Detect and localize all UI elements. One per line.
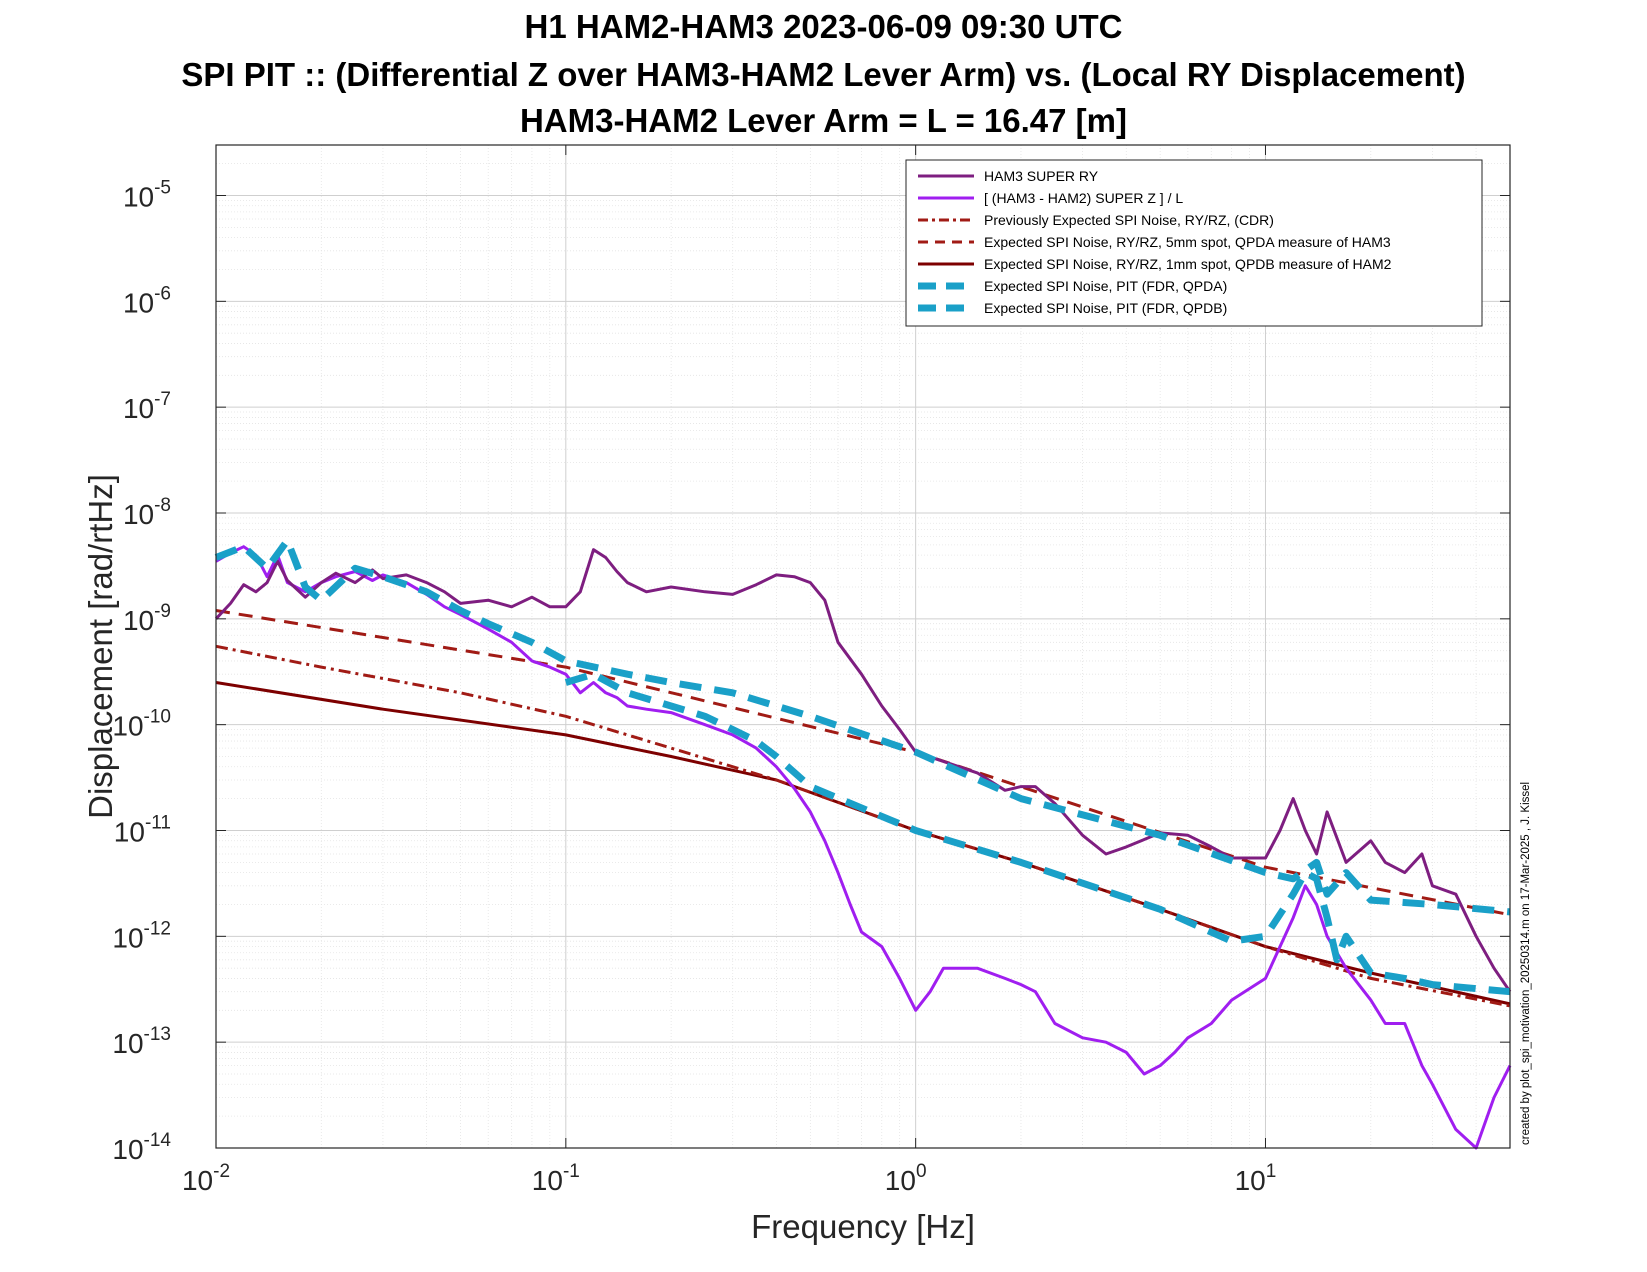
series-line-0	[214, 548, 1512, 993]
footer-credit: created by plot_spi_motivation_20250314.…	[1520, 782, 1532, 1145]
x-tick-label: 10-2	[182, 1161, 230, 1196]
legend-label: Previously Expected SPI Noise, RY/RZ, (C…	[984, 212, 1274, 228]
y-tick-label: 10-9	[123, 601, 171, 636]
y-tick-label: 10-13	[112, 1024, 171, 1059]
y-tick-label: 10-10	[112, 707, 171, 742]
chart-title-line-3: HAM3-HAM2 Lever Arm = L = 16.47 [m]	[519, 102, 1128, 139]
x-axis-tick-labels: 10-2 10-1 100 101	[182, 1161, 1276, 1196]
y-tick-label: 10-14	[112, 1130, 171, 1165]
y-tick-label: 10-11	[114, 812, 171, 847]
x-tick-label: 10-1	[532, 1161, 580, 1196]
y-tick-label: 10-8	[123, 495, 171, 530]
y-tick-label: 10-12	[112, 918, 171, 953]
series-line-1	[215, 545, 1512, 1150]
chart-title-line-2: SPI PIT :: (Differential Z over HAM3-HAM…	[181, 56, 1466, 93]
y-axis-label: Displacement [rad/rtHz]	[82, 474, 119, 819]
legend: HAM3 SUPER RY [ (HAM3 - HAM2) SUPER Z ] /…	[905, 159, 1483, 327]
y-tick-label: 10-7	[123, 389, 171, 424]
legend-label: Expected SPI Noise, PIT (FDR, QPDA)	[984, 278, 1227, 294]
chart-title-line-1: H1 HAM2-HAM3 2023-06-09 09:30 UTC	[524, 8, 1123, 45]
y-axis-tick-labels: 10-14 10-13 10-12 10-11 10-10 10-9 10-8 10-7 10-…	[112, 177, 171, 1165]
legend-box	[905, 159, 1483, 327]
x-tick-label: 100	[885, 1161, 927, 1196]
legend-label: Expected SPI Noise, PIT (FDR, QPDB)	[984, 300, 1227, 316]
legend-label: [ (HAM3 - HAM2) SUPER Z ] / L	[984, 190, 1183, 206]
y-tick-label: 10-5	[123, 177, 171, 212]
legend-label: Expected SPI Noise, RY/RZ, 5mm spot, QPD…	[984, 234, 1391, 250]
legend-label: HAM3 SUPER RY	[984, 168, 1099, 184]
x-tick-label: 101	[1235, 1161, 1277, 1196]
legend-label: Expected SPI Noise, RY/RZ, 1mm spot, QPD…	[984, 256, 1392, 272]
series-line-5	[214, 537, 1511, 916]
series-layer	[214, 537, 1512, 1150]
plot-frame	[215, 144, 1511, 1149]
y-tick-label: 10-6	[123, 283, 171, 318]
x-axis-label: Frequency [Hz]	[751, 1208, 975, 1245]
axis-ticks	[215, 145, 1510, 1149]
series-line-2	[215, 644, 1511, 1008]
series-line-6	[564, 670, 1511, 996]
